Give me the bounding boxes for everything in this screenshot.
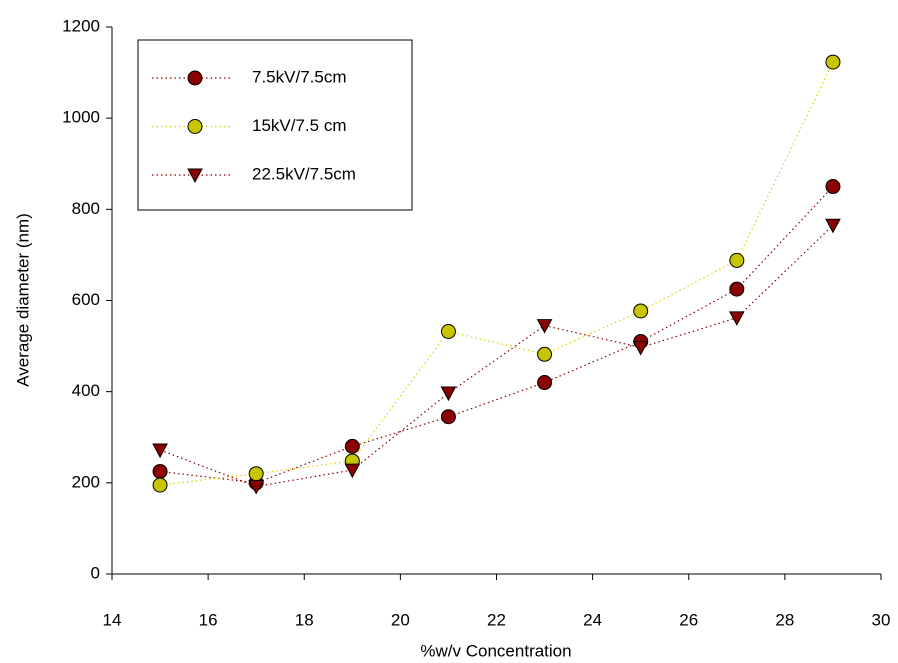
marker (344, 463, 361, 479)
x-tick-label: 20 (391, 610, 410, 629)
marker (728, 311, 745, 326)
legend-label: 7.5kV/7.5cm (252, 67, 347, 86)
series-line (159, 186, 834, 484)
x-tick-label: 22 (487, 610, 506, 629)
y-tick-label: 400 (72, 381, 100, 400)
y-tick-label: 200 (72, 472, 100, 491)
legend-box (137, 39, 413, 211)
legend-marker (187, 119, 203, 134)
y-tick-label: 800 (72, 199, 100, 218)
marker (248, 479, 265, 495)
marker (440, 409, 456, 425)
x-tick-label: 14 (103, 610, 122, 629)
marker (152, 477, 168, 493)
x-tick-label: 16 (199, 610, 218, 629)
marker (825, 54, 841, 70)
marker (825, 179, 841, 195)
legend-marker (187, 70, 203, 86)
y-tick-label: 600 (72, 290, 100, 309)
series-line (159, 61, 834, 486)
marker (729, 281, 745, 297)
x-tick-label: 18 (295, 610, 314, 629)
x-tick-label: 30 (872, 610, 891, 629)
legend-marker (187, 168, 203, 184)
marker (152, 463, 168, 479)
marker (633, 303, 649, 319)
x-tick-label: 24 (583, 610, 602, 629)
y-axis-label: Average diameter (nm) (13, 213, 32, 387)
marker (152, 443, 168, 459)
marker (729, 252, 745, 268)
marker (440, 386, 457, 402)
marker (344, 438, 360, 454)
x-tick-label: 28 (775, 610, 794, 629)
y-tick-label: 1000 (62, 108, 100, 127)
marker (537, 346, 553, 362)
y-tick-label: 0 (91, 563, 100, 582)
legend-label: 15kV/7.5 cm (252, 116, 347, 135)
x-tick-label: 26 (679, 610, 698, 629)
marker (248, 466, 264, 482)
marker (632, 340, 649, 356)
x-axis-label: %w/v Concentration (420, 641, 571, 660)
legend-label: 22.5kV/7.5cm (252, 164, 356, 183)
marker (537, 375, 553, 391)
marker (825, 218, 841, 234)
y-tick-label: 1200 (62, 16, 100, 35)
marker (536, 319, 553, 334)
marker (440, 323, 456, 339)
